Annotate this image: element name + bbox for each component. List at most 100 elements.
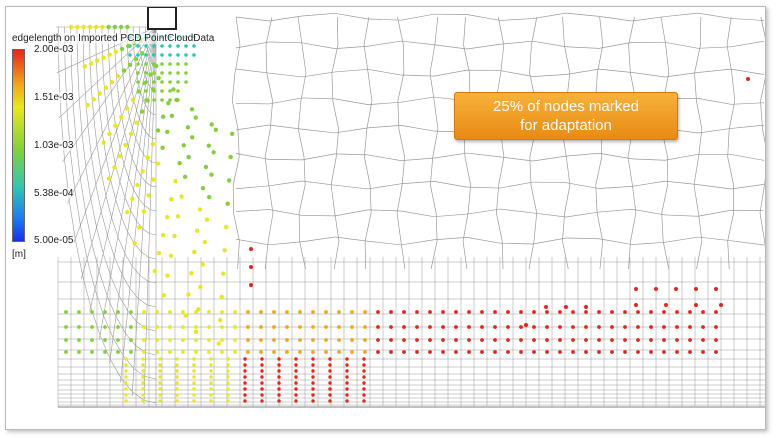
mesh-edge xyxy=(432,128,439,158)
viewport[interactable]: edgelength on Imported PCD PointCloudDat… xyxy=(5,6,766,430)
marked-node xyxy=(311,387,315,391)
marked-node xyxy=(324,338,328,342)
mesh-edge xyxy=(364,212,372,242)
marked-node xyxy=(106,24,111,30)
mesh-edge xyxy=(148,56,151,61)
marked-node xyxy=(532,338,536,342)
mesh-edge xyxy=(144,399,157,404)
mesh-edge xyxy=(87,126,92,158)
mesh-edge xyxy=(464,156,472,186)
mesh-edge xyxy=(334,12,369,20)
marked-node xyxy=(363,310,367,314)
marked-node xyxy=(345,363,349,367)
mesh-edge xyxy=(139,147,144,155)
mesh-edge xyxy=(367,101,402,105)
mesh-edge xyxy=(142,63,144,70)
marked-node xyxy=(311,357,315,361)
mesh-edge xyxy=(145,131,150,136)
mesh-edge xyxy=(631,180,666,187)
marked-node xyxy=(160,145,165,150)
mesh-edge xyxy=(301,42,336,49)
mesh-edge xyxy=(400,96,435,103)
marked-node xyxy=(169,196,174,202)
marked-node xyxy=(129,350,133,354)
mesh-edge xyxy=(334,127,369,134)
marked-node xyxy=(179,194,184,199)
mesh-edge xyxy=(564,184,571,214)
mesh-edge xyxy=(142,228,150,234)
marked-node xyxy=(152,53,156,57)
mesh-edge xyxy=(730,102,765,105)
marked-node xyxy=(243,357,247,361)
marked-node xyxy=(192,369,196,373)
marked-node xyxy=(277,363,281,367)
mesh-edge xyxy=(499,242,534,245)
marked-node xyxy=(189,270,194,276)
marked-node xyxy=(610,338,614,342)
marked-node xyxy=(350,338,354,342)
marked-node xyxy=(345,357,349,361)
mesh-edge xyxy=(728,100,736,130)
marked-node xyxy=(688,325,692,329)
marked-node xyxy=(246,338,250,342)
mesh-edge xyxy=(297,16,303,46)
inlet-block xyxy=(147,7,177,30)
marked-node xyxy=(119,114,124,120)
callout-line-1: 25% of nodes marked xyxy=(493,98,639,115)
marked-node xyxy=(220,338,224,342)
marked-node xyxy=(324,325,328,329)
mesh-edge xyxy=(500,44,505,74)
marked-node xyxy=(175,381,179,385)
mesh-edge xyxy=(726,16,732,46)
marked-node xyxy=(298,325,302,329)
marked-node xyxy=(116,325,120,329)
mesh-edge xyxy=(268,241,303,246)
mesh-edge xyxy=(128,66,131,80)
marked-node xyxy=(192,381,196,385)
mesh-edge xyxy=(85,213,93,245)
marked-node xyxy=(152,80,156,84)
marked-node xyxy=(144,44,148,48)
marked-node xyxy=(545,338,549,342)
mesh-edge xyxy=(110,180,117,201)
marked-node xyxy=(694,287,698,291)
marked-node xyxy=(345,381,349,385)
marked-node xyxy=(160,80,164,84)
mesh-edge xyxy=(128,146,133,159)
marked-node xyxy=(226,399,230,403)
marked-node xyxy=(688,310,692,314)
marked-node xyxy=(118,24,124,30)
marked-node xyxy=(243,369,247,373)
marked-node xyxy=(285,350,289,354)
marked-node xyxy=(182,174,188,179)
marked-node xyxy=(158,387,162,391)
marked-node xyxy=(480,325,484,329)
mesh-edge xyxy=(298,184,306,214)
mesh-edge xyxy=(730,154,765,161)
marked-node xyxy=(272,338,276,342)
marked-node xyxy=(132,240,137,246)
marked-node xyxy=(675,338,679,342)
mesh-edge xyxy=(330,156,337,186)
marked-node xyxy=(194,310,198,314)
mesh-edge xyxy=(268,180,303,187)
marked-node xyxy=(226,387,230,391)
marked-node xyxy=(193,329,199,335)
mesh-edge xyxy=(396,212,402,242)
marked-node xyxy=(249,247,253,251)
mesh-edge xyxy=(433,152,468,159)
mesh-edge xyxy=(139,119,143,127)
mesh-edge xyxy=(115,65,118,84)
mesh-edge xyxy=(332,100,339,130)
mesh-edge xyxy=(140,92,144,100)
marked-node xyxy=(714,310,718,314)
mesh-edge xyxy=(99,272,108,298)
marked-node xyxy=(701,338,705,342)
mesh-edge xyxy=(121,117,126,134)
mesh-edge xyxy=(116,131,121,150)
marked-node xyxy=(220,271,226,276)
marked-node xyxy=(209,393,213,397)
marked-node xyxy=(524,323,528,327)
marked-node xyxy=(124,357,128,361)
marked-node xyxy=(160,53,164,57)
